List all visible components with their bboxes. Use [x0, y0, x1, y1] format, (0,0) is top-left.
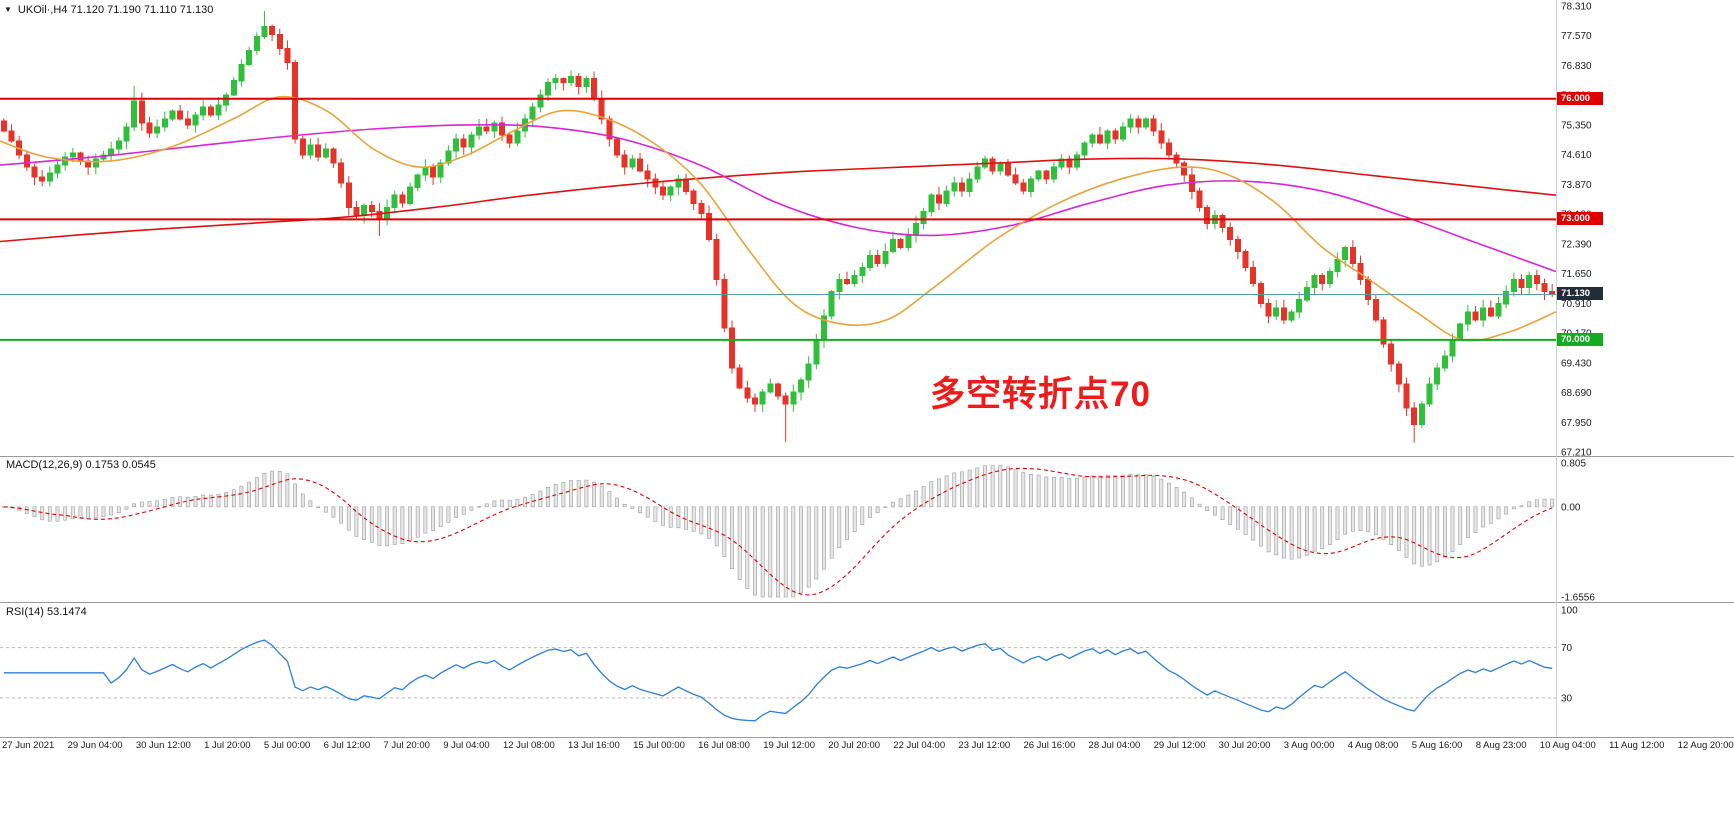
- time-label: 5 Aug 16:00: [1411, 740, 1463, 751]
- time-label: 4 Aug 08:00: [1347, 740, 1399, 751]
- axis-label: 67.210: [1561, 448, 1592, 459]
- time-label: 9 Jul 04:00: [443, 740, 490, 751]
- time-label: 11 Aug 12:00: [1609, 740, 1665, 751]
- time-label: 26 Jul 16:00: [1023, 740, 1076, 751]
- time-label: 5 Jul 00:00: [263, 740, 311, 751]
- axis-label: 30: [1561, 693, 1573, 704]
- ma-fast-line: [0, 95, 1557, 342]
- time-label: 7 Jul 20:00: [383, 740, 430, 751]
- time-label: 10 Aug 04:00: [1539, 740, 1596, 751]
- axis-label: 69.430: [1561, 358, 1592, 369]
- time-label: 3 Aug 00:00: [1283, 740, 1335, 751]
- time-label: 29 Jul 12:00: [1153, 740, 1206, 751]
- time-label: 12 Jul 08:00: [502, 740, 555, 751]
- axis-label: 68.690: [1561, 388, 1592, 399]
- time-label: 1 Jul 20:00: [204, 740, 251, 751]
- time-label: 13 Jul 16:00: [568, 740, 620, 751]
- axis-label: 67.950: [1561, 418, 1592, 429]
- time-label: 15 Jul 00:00: [633, 740, 685, 751]
- moving-averages: [0, 95, 1557, 342]
- axis-label: 0.00: [1561, 502, 1581, 513]
- rsi-level-lines: [0, 647, 1556, 699]
- axis-label: 75.350: [1561, 120, 1592, 131]
- chart-menu-triangle-icon[interactable]: ▼: [4, 5, 12, 14]
- rsi-line: [3, 639, 1553, 722]
- price-box-76.000: 76.000: [1557, 92, 1603, 105]
- symbol-header: ▼ UKOil·,H4 71.120 71.190 71.110 71.130: [4, 4, 213, 16]
- axis-label: 72.390: [1561, 239, 1592, 250]
- time-label: 30 Jul 20:00: [1218, 740, 1271, 751]
- ma-slow-line: [0, 157, 1557, 243]
- axis-label: 100: [1561, 606, 1578, 617]
- axis-label: 74.610: [1561, 150, 1592, 161]
- time-label: 19 Jul 12:00: [763, 740, 815, 751]
- pane-separators: [0, 0, 1734, 738]
- axis-label: 0.805: [1561, 459, 1586, 470]
- axis-label: -1.6556: [1561, 593, 1595, 604]
- time-label: 27 Jun 2021: [2, 740, 55, 751]
- axis-label: 70: [1561, 643, 1573, 654]
- time-label: 22 Jul 04:00: [893, 740, 946, 751]
- time-label: 12 Aug 20:00: [1677, 740, 1734, 751]
- axis-label: 71.650: [1561, 269, 1592, 280]
- price-box-73.000: 73.000: [1557, 212, 1603, 225]
- time-label: 28 Jul 04:00: [1088, 740, 1141, 751]
- macd-label: MACD(12,26,9) 0.1753 0.0545: [6, 459, 156, 471]
- axis-label: 78.310: [1561, 2, 1592, 13]
- price-box-70.000: 70.000: [1557, 333, 1603, 346]
- horizontal-level-lines[interactable]: [0, 97, 1556, 341]
- ma-mid-line: [0, 123, 1557, 273]
- time-label: 6 Jul 12:00: [323, 740, 371, 751]
- candlestick-series: [0, 11, 1556, 443]
- rsi-label: RSI(14) 53.1474: [6, 606, 87, 618]
- macd-histogram: [1, 465, 1555, 598]
- axis-label: 77.570: [1561, 31, 1592, 42]
- time-axis[interactable]: 27 Jun 2021 29 Jun 04:00 30 Jun 12:00 1 Jul…: [0, 740, 1734, 751]
- time-label: 29 Jun 04:00: [67, 740, 123, 751]
- axis-label: 73.870: [1561, 180, 1592, 191]
- axis-label: 70.910: [1561, 299, 1592, 310]
- time-label: 16 Jul 08:00: [698, 740, 750, 751]
- time-label: 30 Jun 12:00: [135, 740, 191, 751]
- price-scale-labels[interactable]: 78.31077.57076.83076.09075.35074.61073.8…: [1561, 2, 1595, 705]
- annotation-text[interactable]: 多空转折点70: [930, 375, 1151, 414]
- time-label: 20 Jul 20:00: [828, 740, 881, 751]
- axis-label: 76.830: [1561, 61, 1592, 72]
- time-label: 8 Aug 23:00: [1475, 740, 1527, 751]
- time-label: 23 Jul 12:00: [958, 740, 1011, 751]
- macd-signal-line: [3, 467, 1553, 596]
- symbol-ohlc-label: UKOil·,H4 71.120 71.190 71.110 71.130: [17, 4, 214, 16]
- price-box-71.130: 71.130: [1557, 287, 1603, 300]
